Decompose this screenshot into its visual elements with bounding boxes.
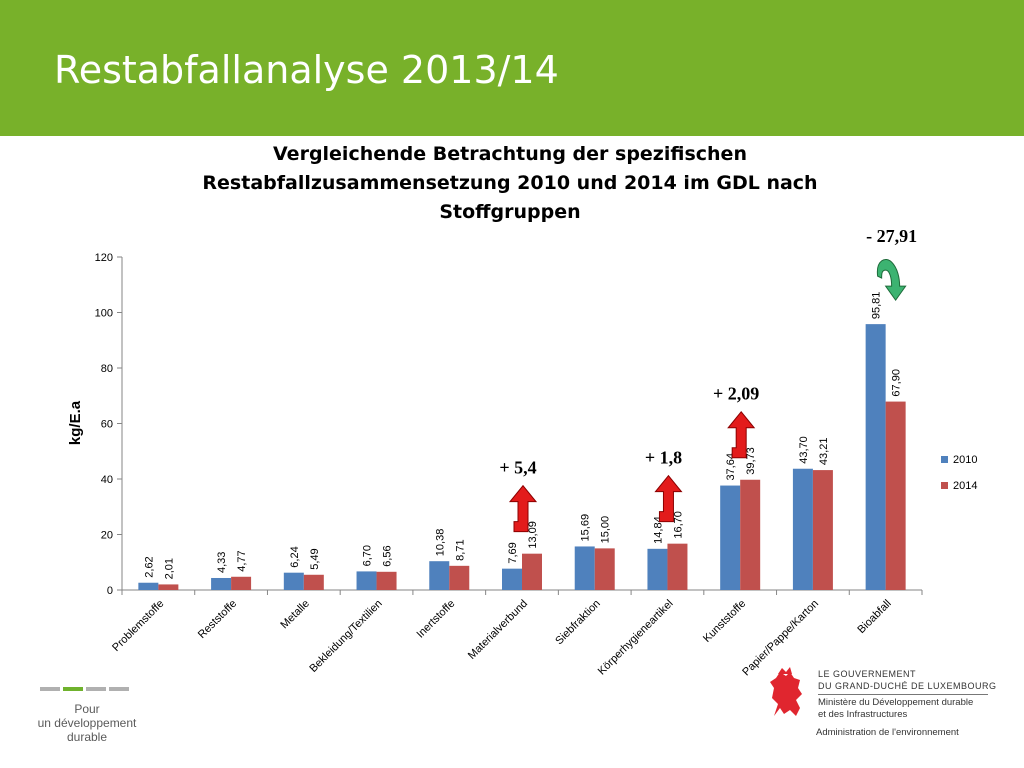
- category-label: Metalle: [278, 598, 312, 632]
- data-label: 67,90: [891, 369, 903, 397]
- data-label: 6,24: [289, 546, 301, 567]
- chart-title: Vergleichende Betrachtung der spezifisch…: [160, 140, 860, 227]
- bar-2010: [720, 485, 741, 590]
- category-label: Materialverbund: [466, 598, 530, 662]
- ministry-line: Ministère du Développement durable: [818, 697, 974, 708]
- data-label: 95,81: [871, 292, 883, 320]
- administration-label: Administration de l'environnement: [816, 727, 959, 738]
- bar-2014: [231, 576, 252, 590]
- y-tick-label: 80: [101, 363, 113, 375]
- change-annotation: + 2,09: [713, 384, 759, 404]
- data-label: 14,84: [652, 516, 664, 544]
- bar-2014: [885, 401, 906, 590]
- change-annotation: - 27,91: [866, 226, 917, 246]
- category-label: Bioabfall: [855, 598, 893, 636]
- data-label: 10,38: [434, 529, 446, 557]
- data-label: 2,01: [163, 558, 175, 579]
- bar-2014: [158, 584, 179, 590]
- data-label: 16,70: [672, 511, 684, 539]
- y-tick-label: 40: [101, 474, 113, 486]
- data-label: 2,62: [143, 556, 155, 577]
- ministry-line: et des Infrastructures: [818, 709, 908, 720]
- data-label: 13,09: [527, 521, 539, 549]
- category-label: Siebfraktion: [553, 598, 603, 648]
- gov-line: DU GRAND-DUCHÉ DE LUXEMBOURG: [818, 681, 997, 691]
- category-label: Reststoffe: [196, 598, 239, 641]
- decrease-arrow-icon: [876, 259, 907, 301]
- bar-2014: [667, 543, 688, 590]
- slogan-line: un développement: [37, 716, 137, 730]
- gov-line: LE GOUVERNEMENT: [818, 669, 917, 679]
- bar-2014: [594, 548, 615, 590]
- bar-2014: [522, 553, 542, 590]
- chart-title-line-3: Stoffgruppen: [439, 201, 581, 223]
- data-label: 6,56: [382, 545, 394, 566]
- slide-title: Restabfallanalyse 2013/14: [54, 48, 559, 92]
- y-tick-label: 60: [101, 419, 113, 431]
- legend-swatch: [941, 482, 948, 489]
- bar-2010: [865, 324, 886, 590]
- data-label: 5,49: [309, 548, 321, 569]
- divider: [818, 694, 988, 695]
- category-label: Problemstoffe: [110, 598, 166, 654]
- bar-2014: [740, 479, 761, 590]
- increase-arrow-icon: [508, 484, 538, 533]
- bar-2010: [647, 548, 668, 590]
- data-label: 4,33: [216, 552, 228, 573]
- chart-title-line-1: Vergleichende Betrachtung der spezifisch…: [273, 143, 747, 165]
- data-label: 43,70: [798, 436, 810, 464]
- bar-2014: [812, 470, 833, 590]
- data-label: 39,73: [745, 447, 757, 475]
- logo-dash: [40, 687, 60, 691]
- data-label: 15,69: [580, 514, 592, 542]
- chart-title-line-2: Restabfallzusammensetzung 2010 und 2014 …: [202, 172, 818, 194]
- bar-2010: [792, 468, 813, 590]
- data-label: 37,64: [725, 453, 737, 481]
- change-annotation: + 1,8: [645, 448, 682, 468]
- change-annotation: + 5,4: [499, 458, 536, 478]
- bar-2010: [211, 577, 232, 590]
- legend-swatch: [941, 456, 948, 463]
- category-label: Bekleidung/Textilien: [307, 598, 384, 675]
- bar-2014: [303, 574, 324, 590]
- legend-label: 2010: [953, 454, 977, 466]
- logo-dash: [86, 687, 106, 691]
- category-label: Inertstoffe: [414, 598, 457, 641]
- bar-2010: [574, 546, 595, 590]
- data-label: 43,21: [818, 438, 830, 466]
- data-label: 7,69: [507, 542, 519, 563]
- increase-arrow-icon: [727, 410, 756, 459]
- bar-2010: [502, 568, 522, 590]
- slogan-line: durable: [66, 730, 108, 744]
- y-tick-label: 0: [107, 585, 113, 597]
- bar-2010: [138, 582, 159, 590]
- sustainability-logo: Pour un développement durable: [38, 678, 140, 744]
- y-tick-label: 120: [95, 252, 113, 264]
- data-label: 8,71: [454, 539, 466, 560]
- y-axis-label: kg/E.a: [67, 400, 84, 445]
- logo-dash: [109, 687, 129, 691]
- bar-2010: [356, 571, 377, 590]
- data-label: 15,00: [600, 516, 612, 544]
- y-tick-label: 100: [95, 308, 113, 320]
- lion-crest-icon: [770, 667, 802, 716]
- bar-2010: [283, 572, 304, 590]
- legend-label: 2014: [953, 480, 977, 492]
- category-label: Kunststoffe: [701, 598, 748, 645]
- category-label: Körperhygieneartikel: [596, 598, 676, 678]
- bar-2014: [376, 571, 397, 590]
- bar-2010: [429, 561, 450, 590]
- slogan-line: Pour: [74, 702, 100, 716]
- header-bar: [0, 0, 1024, 136]
- bar-2014: [449, 565, 470, 590]
- data-label: 4,77: [236, 550, 248, 571]
- increase-arrow-icon: [654, 474, 683, 523]
- data-label: 6,70: [362, 545, 374, 566]
- y-tick-label: 20: [101, 530, 113, 542]
- logo-dash: [63, 687, 83, 691]
- slogan: Pour un développement durable: [32, 702, 142, 744]
